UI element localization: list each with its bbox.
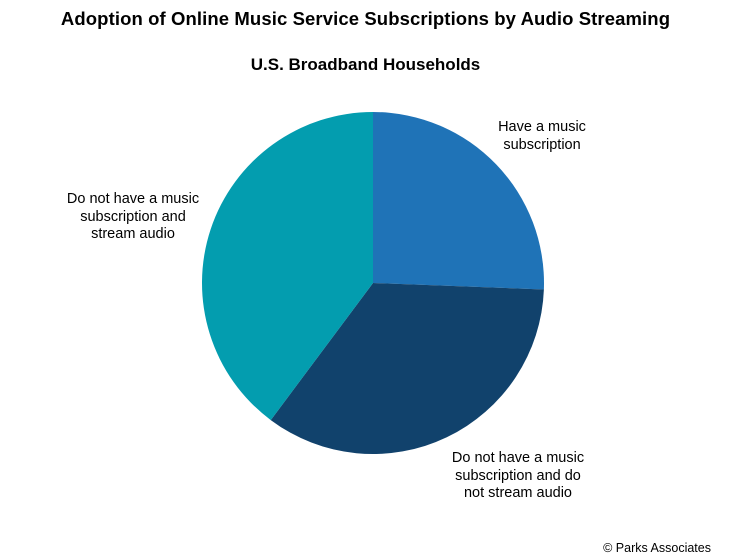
slice-label-no-subscription-stream: Do not have a music subscription and str… <box>66 191 200 242</box>
pie-slice-no-subscription-no-stream <box>270 283 544 455</box>
chart-title: Adoption of Online Music Service Subscri… <box>60 8 671 29</box>
pie-slice-have-subscription <box>373 112 545 290</box>
chart-subtitle: U.S. Broadband Households <box>250 55 481 74</box>
source-credit: © Parks Associates <box>603 541 711 555</box>
slice-label-no-subscription-no-stream: Do not have a music subscription and do … <box>451 450 585 501</box>
pie-slice-no-subscription-stream <box>201 112 373 421</box>
slice-label-have-subscription: Have a music subscription <box>498 119 586 153</box>
